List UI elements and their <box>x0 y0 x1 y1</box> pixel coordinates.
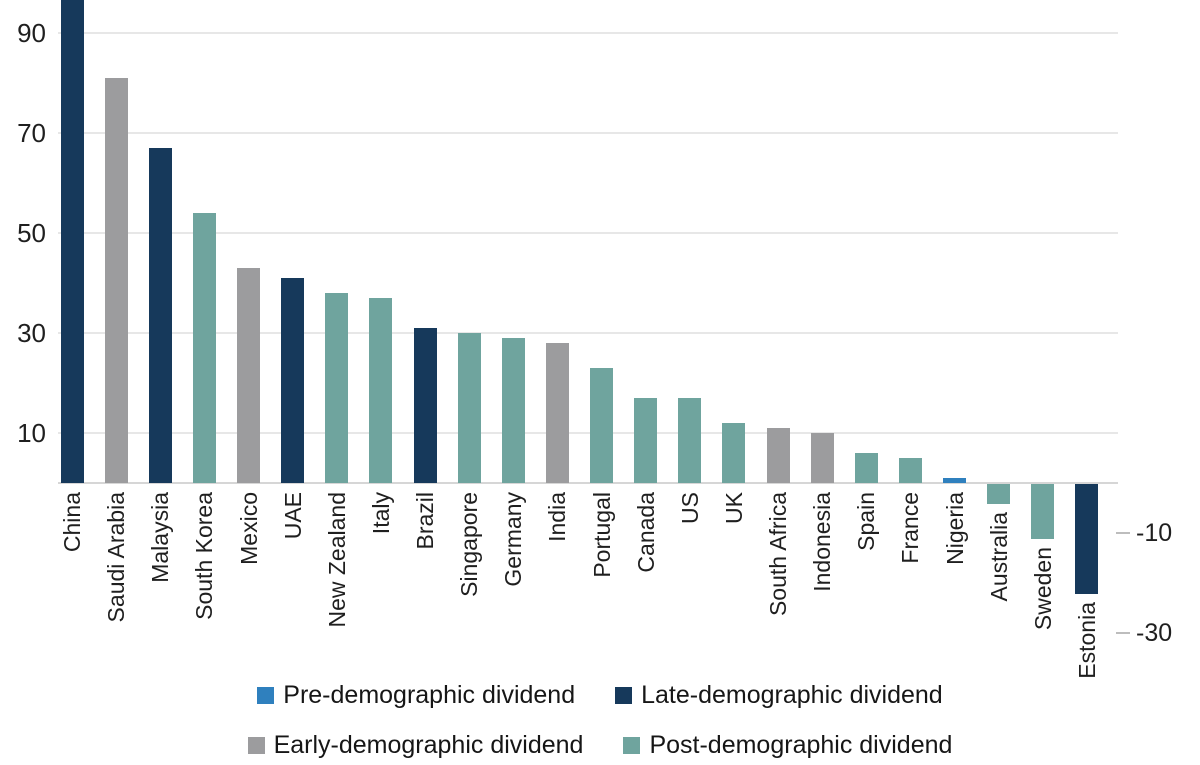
x-axis-country-label: South Africa <box>765 492 792 617</box>
gridline <box>58 232 1118 234</box>
bar-nigeria <box>943 478 967 483</box>
y-axis-tick-label: 30 <box>17 318 46 348</box>
x-axis-country-label: Germany <box>500 492 527 587</box>
legend-swatch-icon <box>623 736 641 754</box>
y-axis-tick-label: -10 <box>1136 519 1173 547</box>
gridline <box>58 332 1118 334</box>
legend-item-post-demographic: Post-demographic dividend <box>623 731 952 760</box>
bar-south-africa <box>766 428 790 483</box>
gridline <box>58 32 1118 34</box>
x-axis-country-label: Portugal <box>588 492 615 578</box>
x-axis-country-label: Canada <box>632 492 659 573</box>
x-axis-country-label: Mexico <box>235 492 262 565</box>
legend-row-2: Early-demographic dividend Post-demograp… <box>30 728 1170 762</box>
bar-canada <box>634 398 658 483</box>
bar-new-zealand <box>325 293 349 483</box>
y-axis-tick-label: 50 <box>17 218 46 248</box>
x-axis-country-label: New Zealand <box>323 492 350 628</box>
x-axis-country-label: France <box>897 492 924 564</box>
bar-estonia <box>1075 484 1099 594</box>
y-axis-tick-label: -30 <box>1136 619 1173 647</box>
bar-brazil <box>413 328 437 483</box>
legend-swatch-icon <box>257 686 275 704</box>
legend-label: Pre-demographic dividend <box>283 680 576 709</box>
bar-italy <box>369 298 393 483</box>
x-axis-country-label: Sweden <box>1029 547 1056 631</box>
legend-label: Post-demographic dividend <box>649 730 953 759</box>
x-axis-country-label: Australia <box>985 512 1012 602</box>
legend: Early-demographic dividend Post-demograp… <box>30 728 1170 762</box>
bar-uk <box>722 423 746 483</box>
y-axis-tick-mark <box>1116 632 1130 634</box>
x-axis-country-label: UAE <box>279 492 306 540</box>
bar-indonesia <box>810 433 834 483</box>
x-axis-country-label: Singapore <box>456 492 483 597</box>
x-axis-country-label: US <box>676 492 703 524</box>
y-axis-tick-mark <box>1116 532 1130 534</box>
x-axis-country-label: Indonesia <box>809 492 836 592</box>
bar-uae <box>281 278 305 483</box>
legend-item-late-demographic: Late-demographic dividend <box>615 681 943 710</box>
y-axis-tick-label: 90 <box>17 18 46 48</box>
bar-singapore <box>457 333 481 483</box>
x-axis-country-label: Estonia <box>1073 602 1100 679</box>
legend-swatch-icon <box>615 686 633 704</box>
bar-sweden <box>1031 484 1055 539</box>
bar-india <box>545 343 569 483</box>
legend-item-pre-demographic: Pre-demographic dividend <box>257 681 575 710</box>
x-axis-country-label: India <box>544 492 571 542</box>
legend-item-early-demographic: Early-demographic dividend <box>247 730 584 760</box>
x-axis-country-label: Saudi Arabia <box>103 492 130 623</box>
legend-row-1: Pre-demographic dividend Late-demographi… <box>30 678 1170 712</box>
x-axis-country-label: Spain <box>853 492 880 551</box>
bar-malaysia <box>148 148 172 483</box>
bar-france <box>898 458 922 483</box>
zero-baseline <box>58 482 1118 484</box>
legend-label: Late-demographic dividend <box>641 680 943 709</box>
bar-south-korea <box>192 213 216 483</box>
bar-china <box>60 0 84 483</box>
bar-australia <box>987 484 1011 504</box>
legend-label: Early-demographic dividend <box>273 730 584 759</box>
legend-swatch-icon <box>247 736 265 754</box>
y-axis-tick-label: 70 <box>17 118 46 148</box>
x-axis-country-label: Italy <box>367 492 394 535</box>
x-axis-country-label: South Korea <box>191 492 218 620</box>
x-axis-country-label: Malaysia <box>147 492 174 583</box>
gridline <box>58 132 1118 134</box>
bar-mexico <box>237 268 261 483</box>
x-axis-country-label: Brazil <box>412 492 439 550</box>
bar-us <box>678 398 702 483</box>
x-axis-country-label: Nigeria <box>941 492 968 565</box>
bar-germany <box>501 338 525 483</box>
legend: Pre-demographic dividend Late-demographi… <box>30 678 1170 712</box>
x-axis-country-label: China <box>59 492 85 553</box>
x-axis-country-label: UK <box>720 492 747 524</box>
bar-spain <box>854 453 878 483</box>
bar-portugal <box>590 368 614 483</box>
y-axis-tick-label: 10 <box>17 418 46 448</box>
gridline <box>58 432 1118 434</box>
bar-saudi-arabia <box>104 78 128 483</box>
